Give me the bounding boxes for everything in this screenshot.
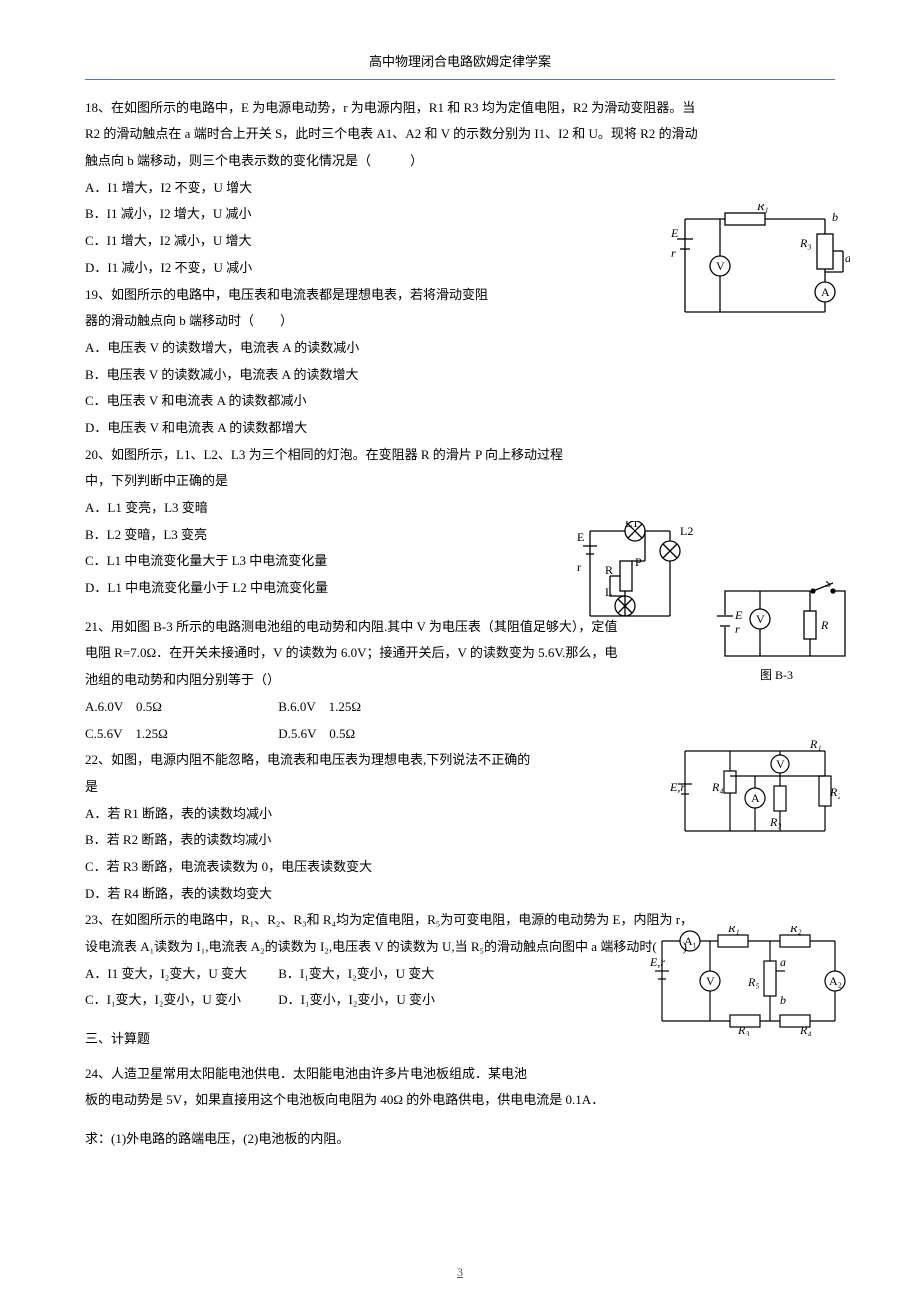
fig22-R3: R₃: [769, 815, 782, 829]
q21-circuit-figure: S E r V R 图 B-3: [705, 581, 855, 691]
q24-ask: 求：(1)外电路的路端电压，(2)电池板的内阻。: [85, 1127, 835, 1152]
fig19-E: E: [670, 226, 679, 240]
q20-circuit-figure: E r L1 L2 P R L: [575, 521, 705, 631]
fig21-R: R: [820, 618, 829, 632]
fig19-R1: R₁: [756, 204, 769, 213]
fig22-R4: R₄: [711, 780, 724, 794]
q21-optC: C.5.6V 1.25Ω: [85, 722, 275, 747]
fig19-a: a: [845, 251, 850, 265]
q18-line2: R2 的滑动触点在 a 端时合上开关 S，此时三个电表 A1、A2 和 V 的示…: [85, 122, 835, 147]
q22-circuit-figure: E,r R₁ R₂ R₃ R₄ V A: [670, 736, 840, 846]
fig21-V: V: [756, 612, 765, 626]
q21-opts-row1: A.6.0V 0.5Ω B.6.0V 1.25Ω: [85, 695, 835, 720]
q20-optB: B．L2 变暗，L3 变亮: [85, 523, 835, 548]
q18-line3: 触点向 b 端移动，则三个电表示数的变化情况是（ ）: [85, 149, 835, 174]
q20-optC: C．L1 中电流变化量大于 L3 中电流变化量: [85, 549, 835, 574]
title-rule: [85, 79, 835, 80]
fig19-R3: R₃: [799, 236, 812, 250]
q20-optA: A．L1 变亮，L3 变暗: [85, 496, 835, 521]
fig23-a: a: [780, 955, 786, 969]
fig23-R1: R₁: [727, 926, 740, 935]
fig23-A2: A₂: [829, 974, 842, 988]
fig23-R3: R₃: [737, 1023, 750, 1036]
q19-circuit-figure: E r R₁ R₃ b a V A: [665, 204, 850, 329]
fig20-L1: L1: [625, 521, 638, 530]
q18-optA: A．I1 增大，I2 不变，U 增大: [85, 176, 835, 201]
q21-optB: B.6.0V 1.25Ω: [278, 695, 468, 720]
fig20-L: L: [605, 585, 612, 599]
fig23-R2: R₂: [789, 926, 802, 935]
fig23-b: b: [780, 993, 786, 1007]
q21-optD: D.5.6V 0.5Ω: [278, 722, 468, 747]
fig23-A1: A₁: [684, 934, 697, 948]
page-number: 3: [0, 1261, 920, 1284]
q24-line1: 24、人造卫星常用太阳能电池供电．太阳能电池由许多片电池板组成．某电池: [85, 1062, 835, 1087]
fig22-Er: E,r: [670, 780, 685, 794]
doc-title: 高中物理闭合电路欧姆定律学案: [85, 50, 835, 75]
fig23-R5: R₅: [747, 975, 760, 989]
fig20-R: R: [605, 563, 613, 577]
fig22-R1: R₁: [809, 737, 822, 751]
q19-optB: B．电压表 V 的读数减小，电流表 A 的读数增大: [85, 363, 835, 388]
fig19-b: b: [832, 210, 838, 224]
fig20-L2: L2: [680, 524, 693, 538]
fig20-P: P: [635, 555, 642, 569]
q24-line2: 板的电动势是 5V，如果直接用这个电池板向电阻为 40Ω 的外电路供电，供电电流…: [85, 1088, 835, 1113]
fig22-A: A: [751, 791, 760, 805]
fig19-V: V: [716, 259, 725, 273]
q19-optA: A．电压表 V 的读数增大，电流表 A 的读数减小: [85, 336, 835, 361]
fig21-S: S: [825, 581, 831, 590]
fig22-R2: R₂: [829, 785, 840, 799]
q21-optA: A.6.0V 0.5Ω: [85, 695, 275, 720]
q18-line1: 18、在如图所示的电路中，E 为电源电动势，r 为电源内阻，R1 和 R3 均为…: [85, 96, 835, 121]
q23-optB: B．I₁变大，I₂变小，U 变大: [278, 962, 468, 987]
fig21-caption: 图 B-3: [760, 668, 793, 682]
fig23-V: V: [706, 974, 715, 988]
q22-optD: D．若 R4 断路，表的读数均变大: [85, 882, 835, 907]
q23-optD: D．I₁变小，I₂变小，U 变小: [278, 988, 468, 1013]
fig19-r: r: [671, 246, 676, 260]
content: 18、在如图所示的电路中，E 为电源电动势，r 为电源内阻，R1 和 R3 均为…: [85, 96, 835, 1152]
q22-optC: C．若 R3 断路，电流表读数为 0，电压表读数变大: [85, 855, 835, 880]
q23-optC: C．I₁变大，I₂变小，U 变小: [85, 988, 275, 1013]
q20-line2: 中，下列判断中正确的是: [85, 469, 835, 494]
fig23-R4: R₄: [799, 1023, 812, 1036]
fig21-E: E: [734, 608, 743, 622]
fig22-V: V: [776, 757, 785, 771]
fig23-Er: E,r: [650, 955, 665, 969]
fig20-r: r: [577, 560, 581, 574]
q19-optC: C．电压表 V 和电流表 A 的读数都减小: [85, 389, 835, 414]
q23-optA: A．I1 变大，I₂变大，U 变大: [85, 962, 275, 987]
fig21-r: r: [735, 622, 740, 636]
q23-circuit-figure: E,r A₁ R₁ R₂ A₂ V R₅ a b R₃ R₄: [650, 926, 850, 1036]
q20-line1: 20、如图所示，L1、L2、L3 为三个相同的灯泡。在变阻器 R 的滑片 P 向…: [85, 443, 835, 468]
fig20-E: E: [577, 530, 584, 544]
q19-optD: D．电压表 V 和电流表 A 的读数都增大: [85, 416, 835, 441]
fig19-A: A: [821, 285, 830, 299]
